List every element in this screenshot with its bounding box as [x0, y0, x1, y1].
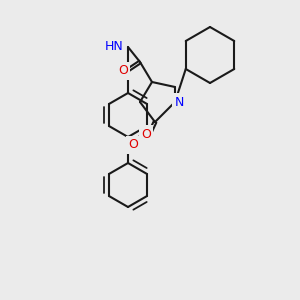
Text: O: O: [128, 139, 138, 152]
Text: HN: HN: [104, 40, 123, 52]
Text: O: O: [141, 128, 151, 140]
Text: N: N: [174, 95, 184, 109]
Text: O: O: [118, 64, 128, 77]
